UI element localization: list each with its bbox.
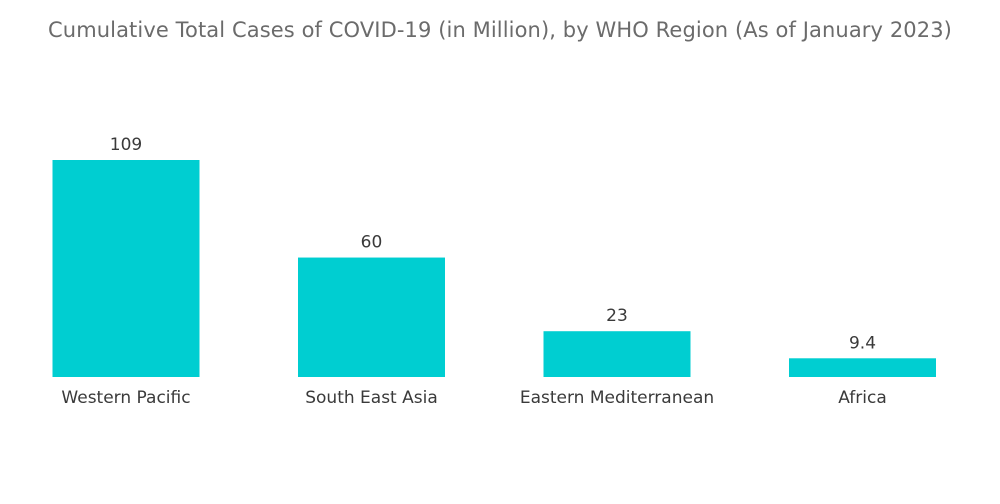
bar-western-pacific bbox=[52, 160, 200, 377]
bars-group bbox=[52, 160, 936, 377]
chart-title: Cumulative Total Cases of COVID-19 (in M… bbox=[48, 18, 952, 42]
tick-label-eastern-mediterranean: Eastern Mediterranean bbox=[520, 388, 714, 408]
value-labels-group: 109 60 23 9.4 bbox=[110, 135, 876, 353]
x-axis-tick-labels: Western Pacific South East Asia Eastern Me… bbox=[61, 388, 886, 408]
tick-label-africa: Africa bbox=[838, 388, 887, 408]
value-label-africa: 9.4 bbox=[849, 333, 876, 353]
tick-label-south-east-asia: South East Asia bbox=[305, 388, 438, 408]
value-label-western-pacific: 109 bbox=[110, 135, 142, 155]
value-label-eastern-mediterranean: 23 bbox=[606, 306, 628, 326]
bar-south-east-asia bbox=[298, 257, 445, 377]
value-label-south-east-asia: 60 bbox=[361, 233, 383, 253]
bar-eastern-mediterranean bbox=[543, 331, 691, 377]
tick-label-western-pacific: Western Pacific bbox=[61, 388, 190, 408]
bar-africa bbox=[789, 358, 936, 377]
